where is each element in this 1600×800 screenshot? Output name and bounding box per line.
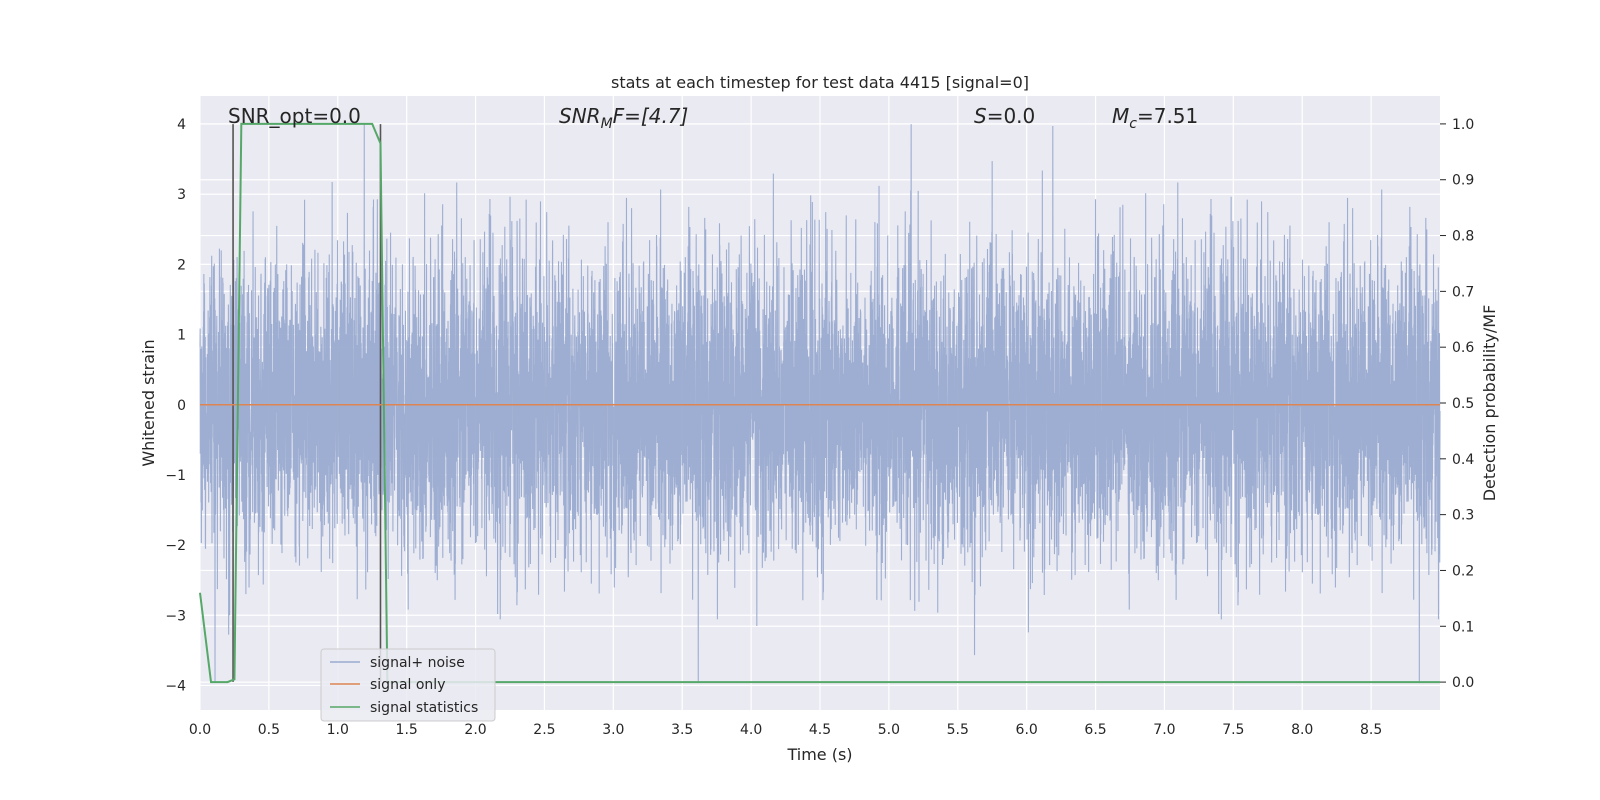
signal-noise-series	[199, 124, 1441, 682]
y-left-tick-label: −1	[165, 468, 186, 484]
y-right-tick-label: 0.1	[1452, 619, 1474, 635]
annotation-s-stat: S=0.0	[974, 104, 1035, 128]
x-axis-ticks: 0.0 0.5 1.0 1.5 2.0 2.5 3.0 3.5 4.0 4.5 5.0 5.5 6.0 6…	[189, 722, 1382, 738]
y-left-tick-label: 1	[177, 328, 186, 344]
y-right-tick-label: 0.6	[1452, 340, 1474, 356]
x-tick-label: 7.0	[1153, 722, 1175, 738]
y-right-tick-label: 0.9	[1452, 173, 1474, 189]
y-left-tick-label: 4	[177, 117, 186, 133]
x-tick-label: 3.5	[671, 722, 693, 738]
legend-label-noise: signal+ noise	[370, 655, 465, 671]
y-left-tick-label: −2	[165, 538, 186, 554]
x-tick-label: 1.0	[327, 722, 349, 738]
annotation-snr-opt: SNR_opt=0.0	[228, 104, 361, 128]
y-right-tick-label: 0.4	[1452, 452, 1474, 468]
y-left-axis-ticks: 4 3 2 1 0 −1 −2 −3 −4	[165, 117, 186, 694]
x-tick-label: 7.5	[1222, 722, 1244, 738]
annotation-snr-mf: SNRMF=[4.7]	[559, 104, 688, 132]
x-tick-label: 4.0	[740, 722, 762, 738]
x-tick-label: 6.0	[1016, 722, 1038, 738]
annotation-mc: Mc=7.51	[1112, 104, 1198, 132]
legend-label-signal-only: signal only	[370, 677, 445, 693]
y-right-tick-label: 1.0	[1452, 117, 1474, 133]
y-right-tick-label: 0.5	[1452, 396, 1474, 412]
x-tick-label: 5.0	[878, 722, 900, 738]
y-right-axis-ticks: 1.0 0.9 0.8 0.7 0.6 0.5 0.4 0.3 0.2 0.1 0.0	[1440, 117, 1474, 691]
y-left-axis-label: Whitened strain	[139, 339, 158, 466]
noise-trace	[199, 124, 1441, 682]
legend: signal+ noise signal only signal statist…	[320, 648, 496, 722]
y-right-tick-label: 0.3	[1452, 508, 1474, 524]
y-right-tick-label: 0.8	[1452, 229, 1474, 245]
x-tick-label: 8.5	[1360, 722, 1382, 738]
x-tick-label: 6.5	[1084, 722, 1106, 738]
y-right-axis-label: Detection probability/MF	[1480, 305, 1499, 502]
x-tick-label: 2.5	[533, 722, 555, 738]
x-tick-label: 5.5	[947, 722, 969, 738]
y-left-tick-label: 2	[177, 257, 186, 273]
x-tick-label: 1.5	[396, 722, 418, 738]
y-right-tick-label: 0.2	[1452, 563, 1474, 579]
legend-box	[320, 648, 496, 722]
x-tick-label: 0.5	[258, 722, 280, 738]
y-left-tick-label: −4	[165, 678, 186, 694]
chart-title: stats at each timestep for test data 441…	[611, 73, 1029, 92]
legend-label-statistics: signal statistics	[370, 700, 478, 716]
x-tick-label: 8.0	[1291, 722, 1313, 738]
x-tick-label: 3.0	[602, 722, 624, 738]
x-tick-label: 4.5	[809, 722, 831, 738]
x-tick-label: 2.0	[464, 722, 486, 738]
y-left-tick-label: 3	[177, 187, 186, 203]
y-left-tick-label: 0	[177, 398, 186, 414]
y-right-tick-label: 0.0	[1452, 675, 1474, 691]
x-axis-label: Time (s)	[786, 745, 852, 764]
y-right-tick-label: 0.7	[1452, 284, 1474, 300]
x-tick-label: 0.0	[189, 722, 211, 738]
y-left-tick-label: −3	[165, 608, 186, 624]
